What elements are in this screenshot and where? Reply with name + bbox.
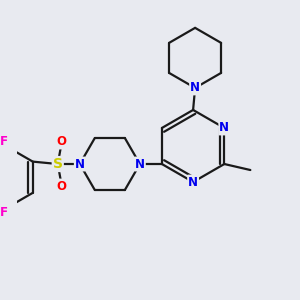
- Text: N: N: [219, 122, 229, 134]
- Text: F: F: [0, 136, 8, 148]
- Text: N: N: [190, 81, 200, 94]
- Text: O: O: [57, 136, 67, 148]
- Text: N: N: [188, 176, 198, 188]
- Text: F: F: [0, 206, 8, 219]
- Text: S: S: [53, 157, 63, 171]
- Text: O: O: [57, 179, 67, 193]
- Text: N: N: [75, 158, 85, 170]
- Text: N: N: [135, 158, 145, 170]
